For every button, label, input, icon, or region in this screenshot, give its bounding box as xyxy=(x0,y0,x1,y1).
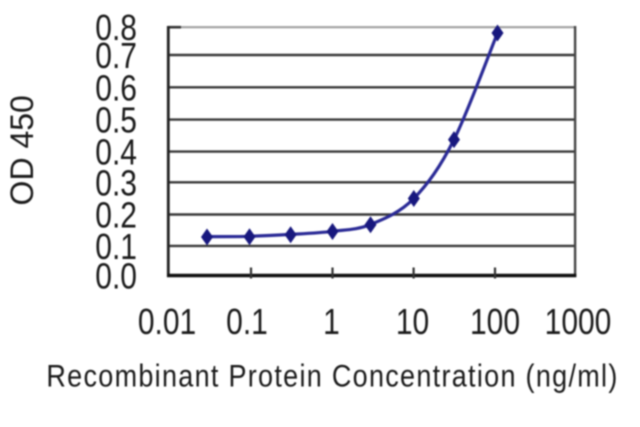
svg-text:0.3: 0.3 xyxy=(95,164,137,204)
svg-text:OD 450: OD 450 xyxy=(4,95,40,205)
svg-text:0.5: 0.5 xyxy=(95,101,137,141)
svg-text:0.4: 0.4 xyxy=(95,133,137,173)
svg-text:0.01: 0.01 xyxy=(138,302,196,342)
svg-text:0.8: 0.8 xyxy=(95,9,137,49)
svg-text:0.2: 0.2 xyxy=(95,196,137,236)
svg-text:100: 100 xyxy=(470,302,520,342)
svg-text:0.1: 0.1 xyxy=(226,302,268,342)
svg-text:1: 1 xyxy=(323,302,340,342)
svg-text:0.1: 0.1 xyxy=(95,227,137,267)
svg-text:0.7: 0.7 xyxy=(95,36,137,76)
svg-text:Recombinant Protein Concentrat: Recombinant Protein Concentration (ng/ml… xyxy=(46,360,618,394)
svg-text:1000: 1000 xyxy=(545,302,612,342)
svg-text:0.0: 0.0 xyxy=(95,257,137,297)
svg-text:10: 10 xyxy=(396,302,429,342)
svg-text:0.6: 0.6 xyxy=(95,69,137,109)
